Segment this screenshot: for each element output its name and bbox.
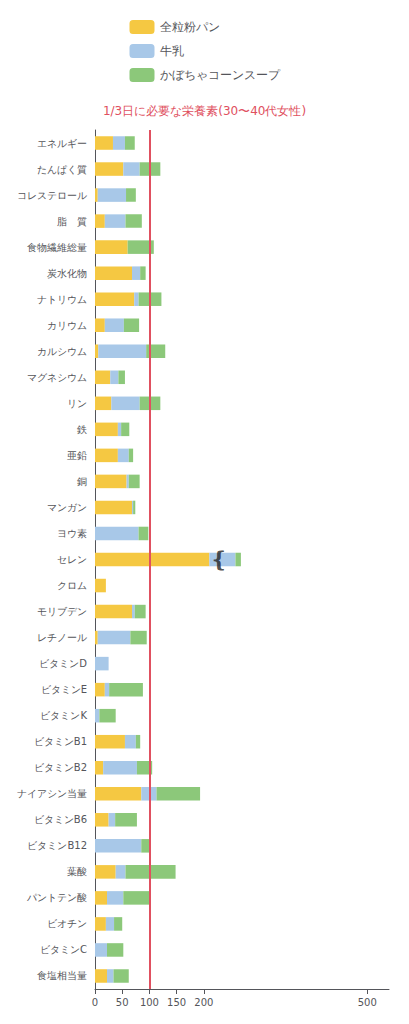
svg-text:1/3日に必要な栄養素(30〜40代女性): 1/3日に必要な栄養素(30〜40代女性) [103,104,306,118]
svg-text:全粒粉パン: 全粒粉パン [160,20,220,34]
svg-text:銅: 銅 [77,476,87,487]
svg-text:リン: リン [67,398,87,409]
svg-text:ヨウ素: ヨウ素 [57,528,87,539]
svg-text:ビタミンD: ビタミンD [39,658,87,669]
svg-text:ビタミンB6: ビタミンB6 [34,814,87,825]
svg-text:レチノール: レチノール [37,632,87,643]
svg-text:ビタミンB2: ビタミンB2 [34,762,87,773]
svg-text:ビタミンB12: ビタミンB12 [27,840,87,851]
svg-text:0: 0 [92,997,98,1008]
svg-text:100: 100 [140,997,159,1008]
svg-text:カリウム: カリウム [47,320,87,331]
svg-text:50: 50 [116,997,129,1008]
svg-text:コレステロール: コレステロール [17,190,87,201]
svg-text:セレン: セレン [57,554,87,565]
svg-text:パントテン酸: パントテン酸 [26,892,87,903]
svg-text:150: 150 [167,997,186,1008]
svg-text:食物繊維総量: 食物繊維総量 [27,242,87,253]
svg-text:牛乳: 牛乳 [160,44,184,58]
svg-text:マグネシウム: マグネシウム [27,372,87,383]
svg-text:亜鉛: 亜鉛 [67,450,87,461]
svg-text:葉酸: 葉酸 [67,866,87,877]
svg-text:ビタミンC: ビタミンC [40,944,87,955]
svg-text:ビオチン: ビオチン [47,918,87,929]
svg-text:カルシウム: カルシウム [37,346,87,357]
svg-text:ビタミンB1: ビタミンB1 [34,736,87,747]
svg-text:ナイアシン当量: ナイアシン当量 [17,788,87,799]
svg-text:エネルギー: エネルギー [37,138,87,149]
svg-text:❴: ❴ [210,547,228,572]
svg-text:500: 500 [358,997,377,1008]
svg-text:ナトリウム: ナトリウム [37,294,87,305]
svg-text:食塩相当量: 食塩相当量 [37,970,87,981]
svg-text:モリブデン: モリブデン [37,606,87,617]
svg-text:ビタミンE: ビタミンE [41,684,87,695]
svg-text:たんぱく質: たんぱく質 [37,164,87,175]
svg-text:200: 200 [194,997,213,1008]
svg-text:脂 質: 脂 質 [57,216,87,227]
svg-text:鉄: 鉄 [77,424,87,435]
svg-text:マンガン: マンガン [47,502,87,513]
svg-text:炭水化物: 炭水化物 [47,268,87,279]
svg-text:クロム: クロム [57,580,87,591]
svg-text:かぼちゃコーンスープ: かぼちゃコーンスープ [160,68,281,82]
svg-text:ビタミンK: ビタミンK [40,710,87,721]
